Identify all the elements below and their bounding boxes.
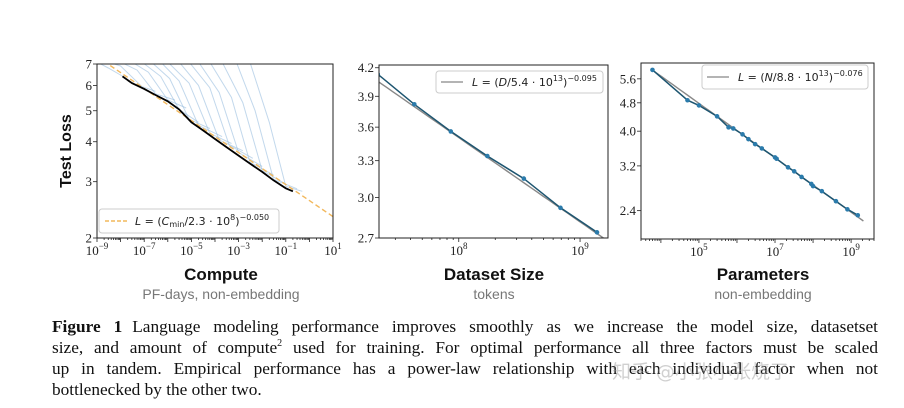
- y-tick-label: 2.4: [620, 203, 637, 218]
- legend-box: [701, 64, 869, 90]
- x-tick-label: 109: [571, 241, 589, 258]
- data-point: [855, 212, 861, 218]
- data-point: [594, 230, 600, 235]
- learning-curve: [250, 64, 303, 192]
- y-tick-label: 7: [86, 57, 93, 72]
- y-tick-label: 5.6: [620, 71, 637, 86]
- data-point: [746, 136, 751, 142]
- learning-curve: [199, 64, 263, 167]
- legend: L = (N/8.8 · 1013)−0.076: [701, 64, 869, 90]
- x-tick-label: 101: [324, 241, 342, 258]
- y-tick-label: 5: [86, 103, 93, 118]
- x-axis-title: Parameters: [717, 265, 810, 284]
- x-axis-title: Dataset Size: [444, 265, 544, 284]
- x-axis-subtitle: PF-days, non-embedding: [142, 286, 299, 302]
- data-point: [558, 205, 563, 211]
- learning-curve: [190, 64, 254, 159]
- data-series-line: [379, 74, 598, 233]
- x-tick-label: 10−9: [86, 241, 109, 258]
- dataset-size-panel: 108 109 2.7 3.0 3.3 3.6 3.9 4.2 Dataset Size to…: [358, 60, 609, 302]
- y-tick-label: 2.7: [358, 231, 375, 246]
- data-point: [740, 132, 745, 137]
- data-point: [714, 114, 720, 119]
- plot-frame: [640, 62, 875, 240]
- y-tick-label: 3.3: [358, 153, 374, 168]
- data-point: [696, 103, 702, 108]
- x-axis-subtitle: non-embedding: [714, 286, 811, 302]
- legend: L = (Cmin/2.3 · 108)−0.050: [98, 208, 280, 234]
- legend-label: L = (N/8.8 · 1013)−0.076: [738, 69, 863, 84]
- x-axis-title: Compute: [184, 265, 258, 284]
- data-point: [412, 101, 417, 107]
- data-point: [521, 176, 527, 181]
- x-tick-label: 107: [766, 242, 784, 259]
- y-tick-label: 4.2: [358, 60, 374, 75]
- data-point: [448, 129, 454, 134]
- y-tick-label: 6: [86, 78, 93, 93]
- y-tick-label: 3.6: [358, 120, 375, 135]
- y-tick-label: 3: [86, 174, 93, 189]
- learning-curve: [161, 64, 223, 138]
- learning-curve: [112, 64, 156, 92]
- data-point: [799, 174, 804, 180]
- y-tick-label: 4.0: [620, 124, 636, 139]
- plot-frame: [378, 64, 609, 239]
- x-tick-label: 108: [450, 241, 468, 258]
- legend-label: L = (D/5.4 · 1013)−0.095: [472, 74, 597, 89]
- y-axis-title: Test Loss: [58, 114, 75, 188]
- y-tick-label: 2: [86, 231, 93, 246]
- x-tick-label: 10−7: [133, 241, 156, 258]
- data-point: [774, 156, 779, 162]
- learning-curve: [152, 64, 211, 129]
- data-point: [752, 141, 758, 147]
- learning-curve: [143, 64, 199, 123]
- learning-curve: [236, 64, 298, 190]
- x-tick-label: 109: [842, 242, 860, 259]
- y-tick-label: 4: [86, 134, 93, 149]
- learning-curve: [169, 64, 232, 144]
- data-point: [685, 97, 690, 103]
- x-tick-label: 10−5: [180, 241, 203, 258]
- figure-label: Figure 1: [52, 317, 123, 336]
- learning-curve: [99, 64, 126, 78]
- legend-box: [435, 70, 604, 94]
- legend-box: [98, 208, 280, 234]
- learning-curve: [180, 64, 244, 152]
- compute-panel: 10−9 10−7 10−5 10−3 10−1 101 2 3 4 5 6 7 Compute PF…: [58, 57, 342, 303]
- figure-caption: Figure 1 Language modeling performance im…: [52, 317, 878, 399]
- data-point: [730, 126, 736, 131]
- compute-efficient-frontier: [121, 75, 294, 193]
- y-tick-label: 3.2: [620, 158, 636, 173]
- data-point: [833, 198, 839, 204]
- x-tick-label: 105: [690, 242, 708, 259]
- data-point: [726, 125, 731, 130]
- y-tick-label: 3.0: [358, 190, 374, 205]
- learning-curve: [222, 64, 287, 185]
- parameters-panel: 105 107 109 2.4 3.2 4.0 4.8 5.6 Parameters non-…: [620, 62, 875, 302]
- x-axis-subtitle: tokens: [473, 286, 514, 302]
- data-point: [845, 207, 850, 212]
- data-point: [810, 183, 816, 189]
- learning-curves: [99, 64, 303, 192]
- legend: L = (D/5.4 · 1013)−0.095: [435, 70, 604, 94]
- fit-line: [106, 64, 333, 218]
- learning-curve: [134, 64, 187, 109]
- data-point: [650, 67, 655, 73]
- legend-label: L = (Cmin/2.3 · 108)−0.050: [135, 213, 269, 229]
- y-tick-label: 3.9: [358, 89, 374, 104]
- x-tick-label: 10−3: [227, 241, 250, 258]
- footnote-marker: 2: [277, 338, 283, 350]
- data-point: [485, 153, 490, 159]
- data-point: [791, 169, 797, 174]
- x-tick-label: 10−1: [275, 241, 298, 258]
- y-tick-label: 4.8: [620, 95, 636, 110]
- figure-panels: 10−9 10−7 10−5 10−3 10−1 101 2 3 4 5 6 7 Compute PF…: [58, 57, 875, 303]
- data-point: [759, 146, 765, 151]
- data-point: [785, 165, 791, 170]
- data-point: [819, 188, 825, 194]
